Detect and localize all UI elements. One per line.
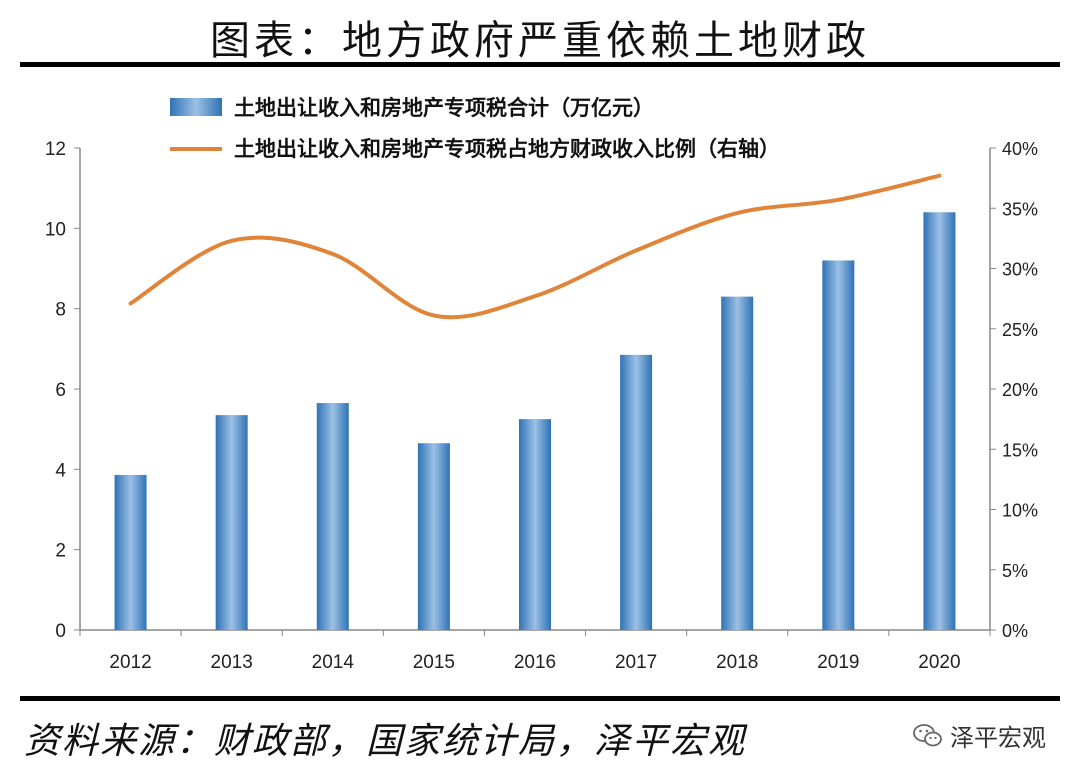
left-tick-label: 4 <box>55 460 66 481</box>
left-tick-label: 10 <box>45 219 66 240</box>
right-tick-label: 30% <box>1002 260 1038 280</box>
bar-2014 <box>316 403 349 630</box>
bar-2019 <box>822 260 855 630</box>
x-tick-label: 2019 <box>817 652 859 673</box>
x-tick-label: 2015 <box>413 652 455 673</box>
x-tick-label: 2013 <box>211 652 253 673</box>
right-tick-label: 15% <box>1002 440 1038 460</box>
bar-2013 <box>215 415 248 630</box>
right-tick-label: 0% <box>1002 621 1028 641</box>
brand-logo: 泽平宏观 <box>912 718 1046 753</box>
bar-2017 <box>620 354 653 630</box>
x-tick-label: 2012 <box>109 652 151 673</box>
chart: 0 2 4 6 8 10 12 0% 5% 10% 15% 20% 25% 30% 35% 40% 2012 20… <box>45 95 1038 673</box>
bar-2016 <box>519 419 551 630</box>
top-rule <box>20 62 1060 67</box>
chart-title: 图表：地方政府严重依赖土地财政 <box>210 18 870 64</box>
right-tick-label: 25% <box>1002 320 1038 340</box>
left-tick-label: 12 <box>45 139 66 160</box>
x-tick-label: 2017 <box>615 652 657 673</box>
source-note: 资料来源：财政部，国家统计局，泽平宏观 <box>24 721 747 762</box>
x-tick-label: 2014 <box>312 652 355 673</box>
left-tick-label: 6 <box>55 380 66 401</box>
left-tick-label: 8 <box>55 300 66 321</box>
x-tick-label: 2018 <box>716 652 758 673</box>
wechat-icon <box>913 723 942 746</box>
bottom-rule <box>20 696 1060 701</box>
left-tick-label: 0 <box>55 621 66 642</box>
right-tick-label: 10% <box>1002 501 1038 521</box>
ratio-line <box>128 173 942 320</box>
x-tick-label: 2016 <box>514 652 556 673</box>
brand-name: 泽平宏观 <box>950 724 1046 752</box>
left-tick-label: 2 <box>55 541 66 562</box>
right-tick-label: 35% <box>1002 199 1038 219</box>
bar-2012 <box>114 474 147 630</box>
bar-2020 <box>923 212 956 630</box>
right-tick-label: 20% <box>1002 380 1038 400</box>
x-tick-label: 2020 <box>918 652 960 673</box>
bar-2018 <box>721 296 754 630</box>
bar-2015 <box>417 443 450 630</box>
right-tick-label: 40% <box>1002 139 1038 159</box>
legend-bar-label: 土地出让收入和房地产专项税合计（万亿元） <box>234 95 654 120</box>
legend-bar-swatch <box>170 98 222 116</box>
right-tick-label: 5% <box>1002 561 1028 581</box>
legend-line-label: 土地出让收入和房地产专项税占地方财政收入比例（右轴） <box>234 136 780 161</box>
